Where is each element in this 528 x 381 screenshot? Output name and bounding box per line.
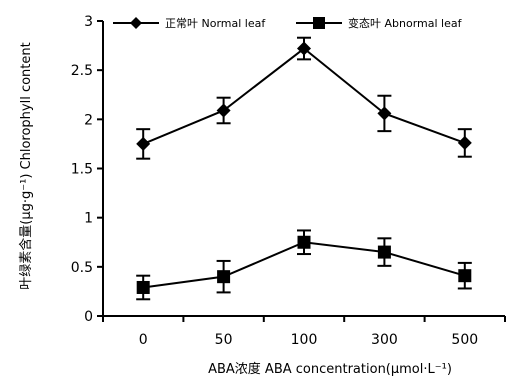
series-1-point-3 (377, 245, 391, 259)
legend-label-1: 变态叶 Abnormal leaf (348, 16, 463, 30)
y-tick-label-4: 2 (84, 112, 93, 128)
x-tick-label-3: 300 (371, 332, 398, 348)
series-layer (136, 36, 472, 301)
series-0-point-4 (457, 135, 472, 150)
axes: 0 0.5 1 1.5 2 2.5 3 0 50 100 300 500 (71, 14, 506, 348)
series-0-point-0 (136, 136, 151, 151)
series-1-point-1 (217, 270, 231, 284)
series-0-point-2 (297, 41, 311, 56)
y-tick-label-3: 1.5 (71, 162, 93, 178)
x-tick-label-1: 50 (215, 332, 233, 348)
x-axis-title: ABA浓度 ABA concentration(μmol·L⁻¹) (208, 361, 452, 377)
series-1-point-4 (458, 269, 472, 283)
x-tick-label-0: 0 (139, 332, 148, 348)
y-tick-label-6: 3 (84, 14, 93, 30)
legend-label-0: 正常叶 Normal leaf (165, 17, 266, 30)
series-0-point-1 (216, 103, 231, 118)
y-tick-label-1: 0.5 (71, 260, 93, 276)
x-tick-label-2: 100 (291, 332, 318, 348)
series-1-point-0 (136, 280, 150, 294)
y-tick-label-5: 2.5 (71, 63, 93, 79)
legend-marker-1 (313, 17, 325, 29)
series-0-point-3 (377, 106, 392, 121)
series-0-line (142, 47, 466, 145)
series-0 (136, 36, 472, 160)
series-1-point-2 (297, 235, 311, 249)
y-tick-label-2: 1 (84, 211, 93, 227)
y-axis-title: 叶绿素含量(μg·g⁻¹) Chlorophyll content (18, 42, 34, 289)
y-tick-label-0: 0 (84, 309, 93, 325)
legend-marker-0 (130, 17, 142, 29)
legend: 正常叶 Normal leaf 变态叶 Abnormal leaf (113, 16, 463, 30)
x-tick-label-4: 500 (451, 332, 478, 348)
series-1 (136, 229, 472, 301)
